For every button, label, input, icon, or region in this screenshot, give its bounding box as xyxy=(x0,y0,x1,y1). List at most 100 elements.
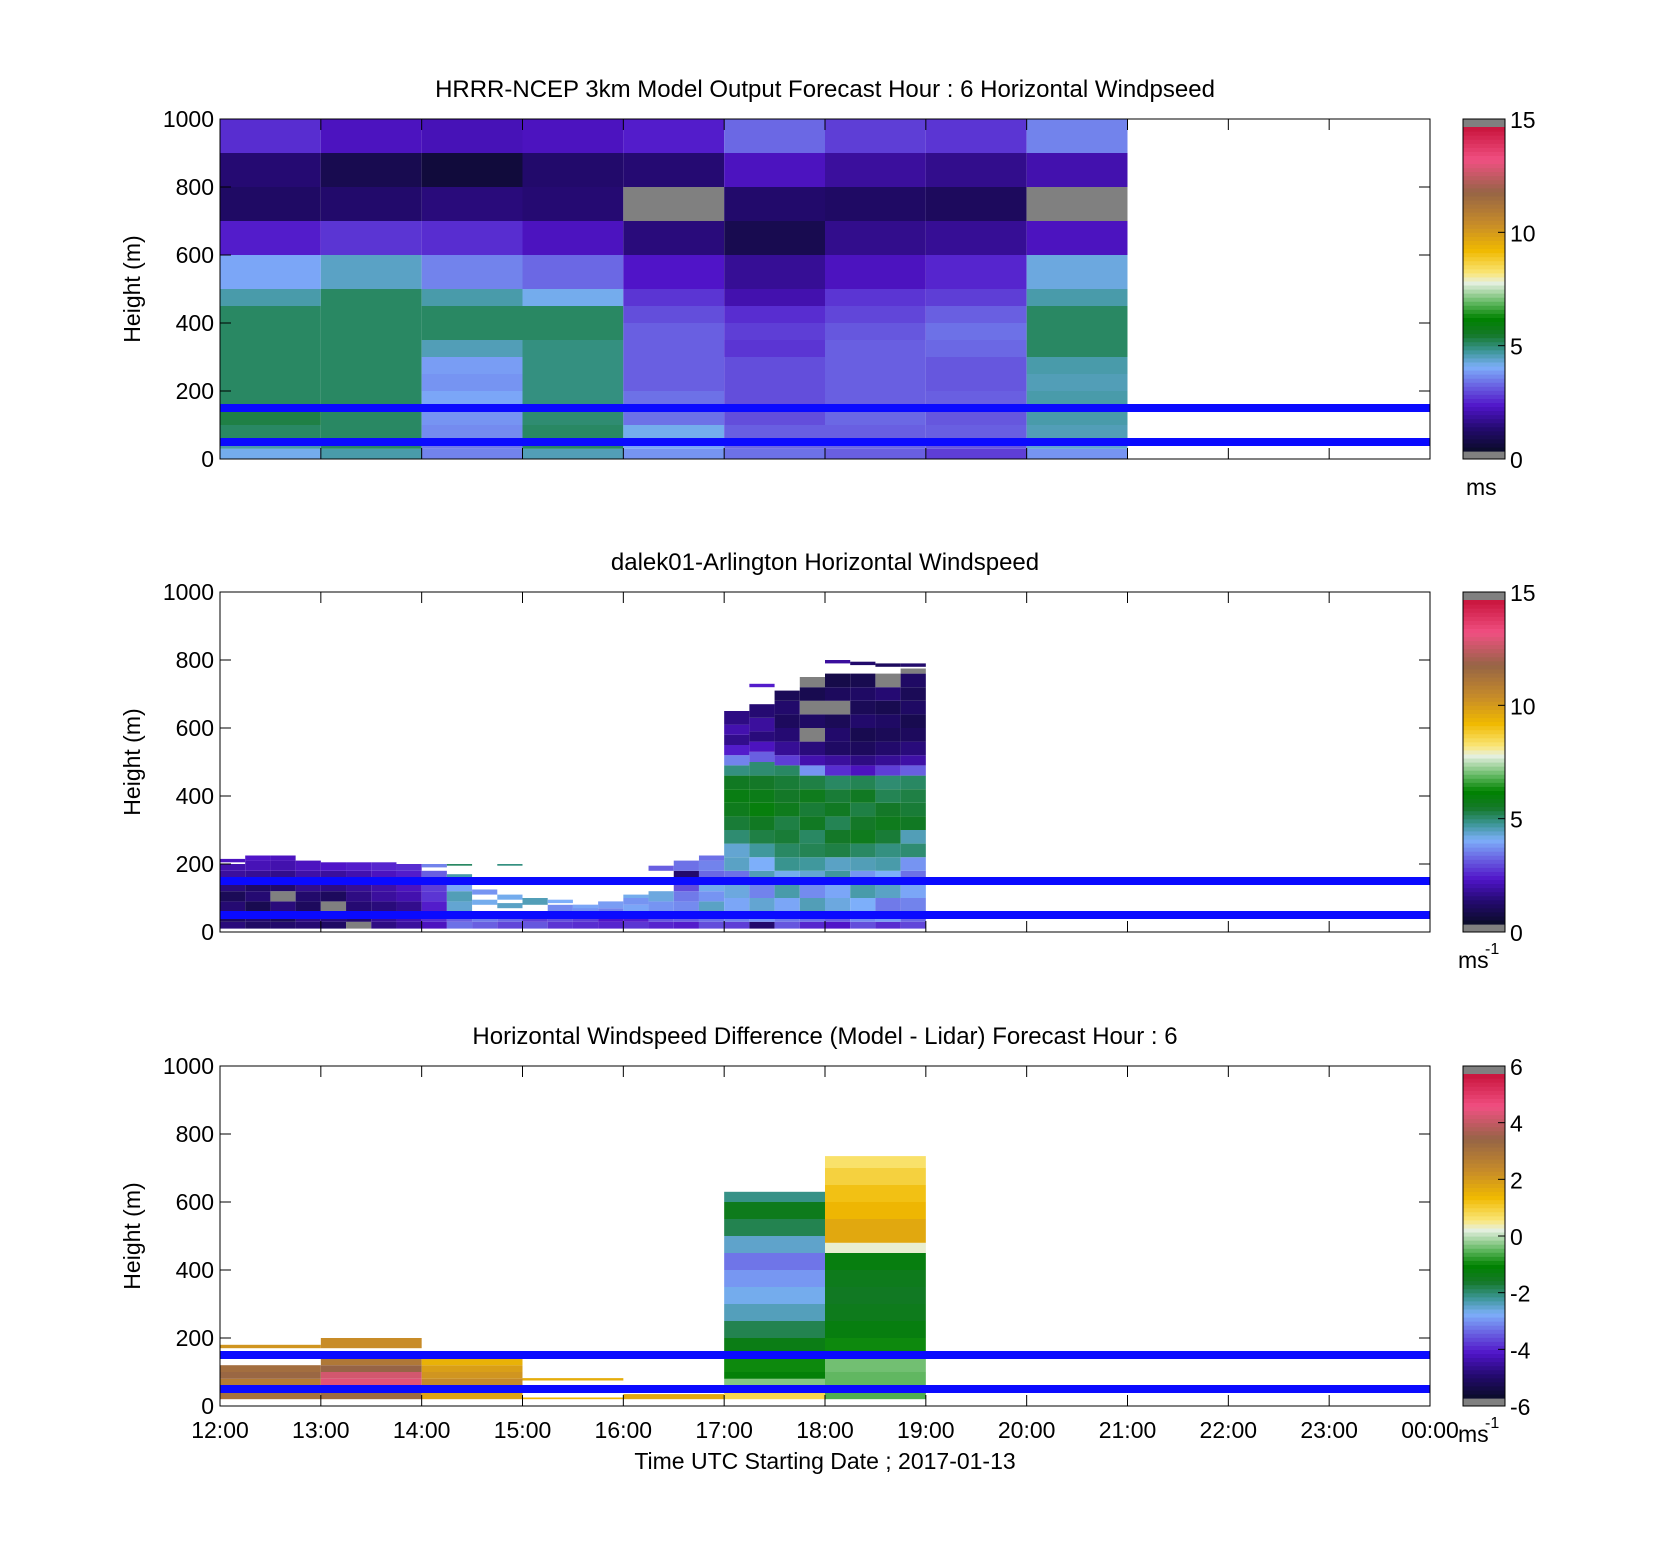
colorbar-swatch xyxy=(1463,418,1505,424)
colorbar-swatch xyxy=(1463,167,1505,173)
y-tick-label: 800 xyxy=(176,1121,214,1147)
heatmap-cell xyxy=(825,289,926,306)
heatmap-cell xyxy=(623,408,725,425)
colorbar-swatch xyxy=(1463,851,1505,856)
heatmap-cell xyxy=(749,717,775,732)
colorbar-swatch xyxy=(1463,919,1505,925)
heatmap-cell xyxy=(421,357,523,374)
reference-line xyxy=(220,404,1430,412)
heatmap-cell xyxy=(245,921,271,929)
heatmap-cell xyxy=(724,802,750,817)
heatmap-cell xyxy=(421,153,523,187)
heatmap-cell xyxy=(774,816,800,830)
colorbar-swatch xyxy=(1463,668,1505,674)
colorbar-swatch xyxy=(1463,847,1505,852)
heatmap-cell xyxy=(396,864,422,871)
heatmap-cell xyxy=(220,1344,321,1349)
heatmap-cell xyxy=(371,901,397,912)
heatmap-cell xyxy=(698,921,725,929)
heatmap-cell xyxy=(220,864,246,871)
colorbar-swatch xyxy=(1463,1268,1505,1274)
colorbar-swatch xyxy=(1463,297,1505,302)
heatmap-cell xyxy=(724,1287,825,1304)
heatmap-cell xyxy=(1026,408,1128,425)
colorbar-swatch xyxy=(1463,713,1505,719)
heatmap-cell xyxy=(774,802,800,817)
heatmap-cell xyxy=(850,884,876,898)
heatmap-cell xyxy=(925,391,1027,408)
heatmap-cell xyxy=(522,1378,624,1381)
colorbar-swatch xyxy=(1463,628,1505,633)
heatmap-cell xyxy=(220,448,321,459)
heatmap-cell xyxy=(220,306,321,323)
colorbar-swatch xyxy=(1463,1110,1505,1116)
heatmap-cell xyxy=(522,898,548,905)
heatmap-cell xyxy=(825,687,851,701)
colorbar-swatch xyxy=(1463,1377,1505,1383)
heatmap-cell xyxy=(270,891,296,902)
heatmap-cell xyxy=(320,255,422,289)
heatmap-cell xyxy=(295,881,321,892)
colorbar-unit: ms xyxy=(1466,474,1497,500)
colorbar-swatch xyxy=(1463,155,1505,160)
colorbar-swatch xyxy=(1463,1219,1505,1225)
colorbar-swatch xyxy=(1463,1385,1505,1391)
heatmap-cell xyxy=(320,425,422,442)
heatmap-cell xyxy=(774,898,800,912)
colorbar-swatch xyxy=(1463,1373,1505,1379)
heatmap-cell xyxy=(220,921,246,929)
colorbar-swatch xyxy=(1463,1312,1505,1318)
heatmap-cell xyxy=(875,755,901,766)
heatmap-cell xyxy=(925,448,1027,459)
heatmap-cell xyxy=(572,921,599,929)
colorbar-swatch xyxy=(1463,895,1505,901)
colorbar-swatch xyxy=(1463,1357,1505,1363)
heatmap-cell xyxy=(749,731,775,742)
heatmap-cell xyxy=(598,901,624,909)
colorbar-swatch xyxy=(1463,1381,1505,1387)
colorbar-tick-label: 0 xyxy=(1510,1224,1523,1250)
heatmap-cell xyxy=(850,789,876,803)
heatmap-cell xyxy=(825,673,851,688)
heatmap-cell xyxy=(774,775,800,790)
colorbar-swatch xyxy=(1463,830,1505,836)
colorbar-swatch xyxy=(1463,1236,1505,1241)
heatmap-cell xyxy=(724,1338,825,1355)
colorbar-swatch xyxy=(1463,1138,1505,1144)
colorbar-swatch xyxy=(1463,656,1505,662)
colorbar-swatch xyxy=(1463,766,1505,771)
heatmap-cell xyxy=(850,687,876,701)
y-tick-label: 1000 xyxy=(163,1053,214,1079)
colorbar-swatch xyxy=(1463,660,1505,666)
heatmap-cell xyxy=(421,921,447,929)
colorbar-swatch xyxy=(1463,284,1505,290)
heatmap-cell xyxy=(320,870,347,881)
colorbar-swatch xyxy=(1463,293,1505,298)
colorbar-swatch xyxy=(1463,1369,1505,1375)
heatmap-cell xyxy=(320,891,347,902)
heatmap-cell xyxy=(774,755,800,766)
heatmap-cell xyxy=(1026,306,1128,323)
colorbar-swatch xyxy=(1463,187,1505,193)
heatmap-cell xyxy=(421,1372,523,1379)
heatmap-cell xyxy=(825,921,851,929)
colorbar-tick-label: 10 xyxy=(1510,220,1536,246)
heatmap-cell xyxy=(850,921,876,929)
heatmap-cell xyxy=(320,1372,422,1379)
colorbar-swatch xyxy=(1463,341,1505,347)
colorbar-swatch xyxy=(1463,814,1505,820)
colorbar-swatch xyxy=(1463,410,1505,416)
heatmap-cell xyxy=(396,921,422,929)
heatmap-cell xyxy=(522,153,624,187)
colorbar-swatch xyxy=(1463,260,1505,266)
colorbar-swatch xyxy=(1463,875,1505,881)
colorbar-swatch xyxy=(1463,774,1505,779)
heatmap-cell xyxy=(749,816,775,830)
colorbar-swatch xyxy=(1463,834,1505,840)
y-tick-label: 0 xyxy=(201,919,214,945)
colorbar-swatch xyxy=(1463,749,1505,755)
heatmap-cell xyxy=(774,714,800,728)
colorbar-swatch xyxy=(1463,382,1505,387)
colorbar-tick-label: 5 xyxy=(1510,334,1523,360)
colorbar-swatch xyxy=(1463,664,1505,670)
